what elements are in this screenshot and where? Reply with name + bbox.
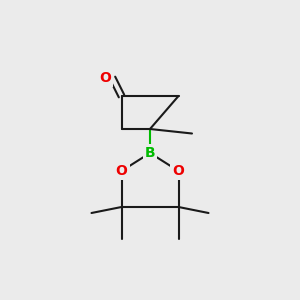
Text: O: O — [99, 71, 111, 85]
Text: O: O — [172, 164, 184, 178]
Text: O: O — [116, 164, 128, 178]
Text: B: B — [145, 146, 155, 160]
